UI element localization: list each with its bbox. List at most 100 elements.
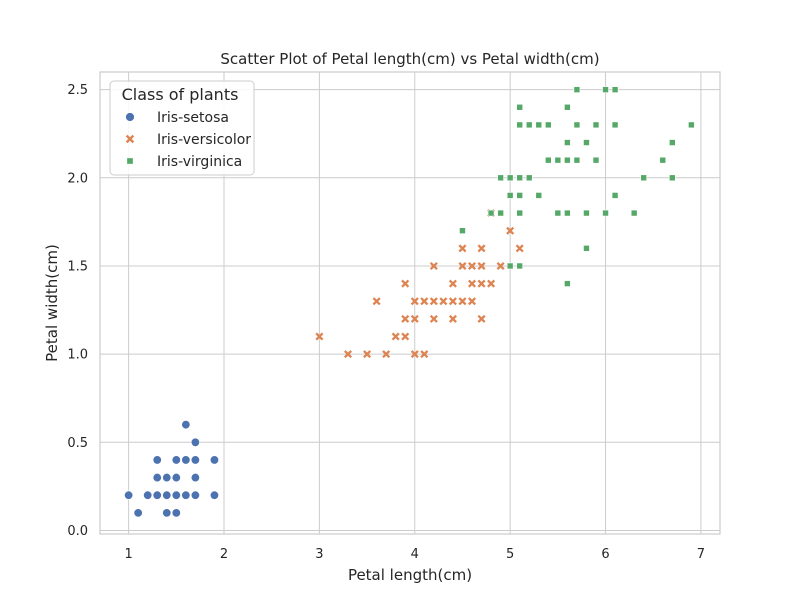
legend: Class of plants Iris-setosa Iris-versicol… <box>109 80 255 176</box>
data-point-square <box>564 280 571 287</box>
x-tick-label: 2 <box>220 547 228 562</box>
data-point-square <box>573 156 581 164</box>
y-tick-label: 2.5 <box>67 83 88 98</box>
data-point-square <box>535 192 543 199</box>
tick-labels: 1 2 3 4 5 6 7 0.0 0.5 1.0 1.5 2.0 2.5 <box>67 83 705 562</box>
data-point-x <box>448 279 457 288</box>
x-tick-label: 7 <box>697 547 705 562</box>
data-point-square <box>516 103 523 111</box>
data-point-square <box>516 262 523 270</box>
data-point-square <box>602 86 609 93</box>
data-point-circle <box>181 455 191 465</box>
data-point-square <box>506 262 514 270</box>
data-point-x <box>458 244 467 253</box>
x-tick-label: 1 <box>124 547 132 562</box>
data-point-square <box>583 245 590 252</box>
data-point-x <box>363 350 372 359</box>
data-point-x <box>467 297 477 306</box>
data-point-square <box>506 192 514 199</box>
data-point-square <box>459 227 466 235</box>
legend-marker-x <box>125 134 135 144</box>
data-point-square <box>583 139 590 146</box>
data-point-x <box>420 297 429 306</box>
data-point-square <box>516 209 523 217</box>
data-point-circle <box>152 490 162 500</box>
data-point-circle <box>171 508 182 518</box>
data-point-circle <box>162 508 172 518</box>
x-axis-label: Petal length(cm) <box>348 566 472 584</box>
data-point-x <box>410 297 419 306</box>
data-point-x <box>458 261 467 270</box>
data-point-square <box>611 86 619 93</box>
legend-label: Iris-setosa <box>157 110 229 126</box>
data-point-square <box>659 156 667 164</box>
data-point-x <box>429 261 438 270</box>
data-point-circle <box>181 419 191 430</box>
data-point-x <box>467 279 477 288</box>
data-point-square <box>669 139 676 146</box>
legend-box <box>109 80 255 176</box>
data-point-circle <box>209 490 220 500</box>
data-point-square <box>611 121 619 129</box>
data-point-x <box>429 297 438 306</box>
data-point-x <box>448 297 457 306</box>
data-point-square <box>497 174 504 182</box>
data-point-square <box>640 174 647 182</box>
data-point-square <box>506 174 514 182</box>
data-point-square <box>554 156 562 164</box>
data-point-square <box>592 121 600 129</box>
y-tick-label: 1.0 <box>67 348 88 363</box>
x-tick-label: 6 <box>601 547 609 562</box>
data-point-circle <box>171 490 182 500</box>
data-point-circle <box>181 490 191 500</box>
legend-label: Iris-virginica <box>157 154 242 170</box>
data-point-x <box>343 350 353 359</box>
data-point-circle <box>123 490 134 500</box>
data-point-x <box>477 261 486 270</box>
data-point-square <box>564 209 571 217</box>
data-point-square <box>688 121 695 129</box>
chart-title: Scatter Plot of Petal length(cm) vs Peta… <box>220 50 599 68</box>
data-point-square <box>564 139 571 146</box>
data-point-square <box>554 209 562 217</box>
data-point-circle <box>162 472 172 483</box>
data-point-x <box>391 332 400 341</box>
data-point-square <box>545 156 552 164</box>
data-point-square <box>669 174 676 182</box>
data-point-circle <box>190 490 201 500</box>
data-point-circle <box>190 455 201 465</box>
x-tick-label: 3 <box>315 547 323 562</box>
data-point-x <box>429 314 438 323</box>
data-point-circle <box>133 508 143 518</box>
legend-label: Iris-versicolor <box>157 132 251 148</box>
data-point-x <box>506 226 515 235</box>
data-point-square <box>497 209 504 217</box>
data-point-circle <box>190 472 201 483</box>
data-point-square <box>516 174 523 182</box>
data-point-circle <box>162 490 172 500</box>
data-point-x <box>448 314 457 323</box>
data-point-x <box>487 279 496 288</box>
data-point-circle <box>152 472 162 483</box>
data-point-circle <box>171 472 182 483</box>
data-point-x <box>477 314 486 323</box>
data-point-square <box>535 121 543 129</box>
data-point-square <box>611 192 619 199</box>
data-point-x <box>515 244 524 253</box>
data-point-square <box>545 121 552 129</box>
data-point-x <box>410 350 419 359</box>
data-point-circle <box>142 490 153 500</box>
data-point-square <box>592 156 600 164</box>
data-point-x <box>477 244 486 253</box>
data-point-square <box>564 103 571 111</box>
data-point-x <box>467 261 477 270</box>
data-point-circle <box>171 455 182 465</box>
data-point-square <box>573 86 581 93</box>
data-point-square <box>487 209 495 217</box>
plot-frame <box>99 71 721 535</box>
data-point-x <box>401 279 410 288</box>
y-tick-label: 1.5 <box>67 259 88 274</box>
data-point-x <box>496 261 505 270</box>
data-point-x <box>420 350 429 359</box>
data-point-x <box>439 297 448 306</box>
